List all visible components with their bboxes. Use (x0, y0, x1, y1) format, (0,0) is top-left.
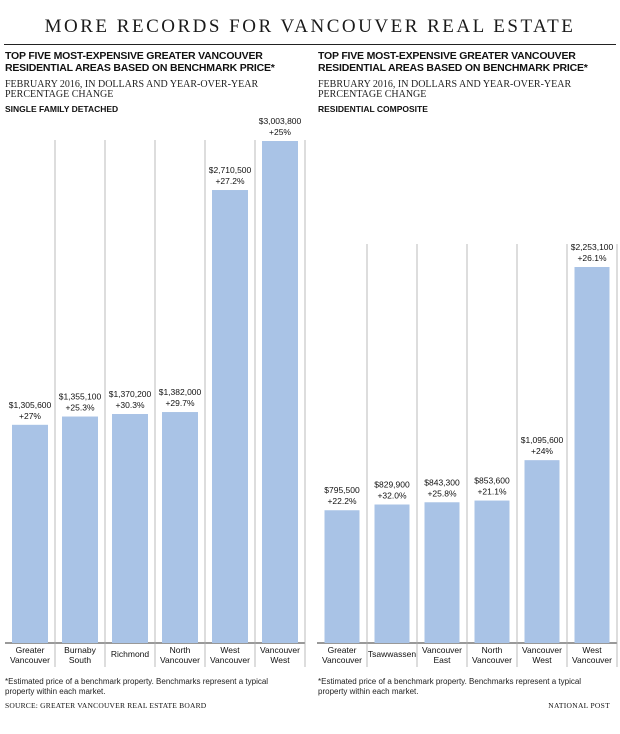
right-category-label: Vancouver (522, 645, 562, 655)
left-category-label: North (170, 645, 191, 655)
right-value-label: $2,253,100 (571, 242, 614, 252)
right-change-label: +25.8% (427, 488, 457, 498)
left-category-label: Vancouver (160, 655, 200, 665)
left-bar (112, 414, 148, 643)
right-bar (374, 504, 410, 643)
right-bar (474, 500, 510, 643)
left-category-label: Richmond (111, 649, 150, 659)
right-series-label: RESIDENTIAL COMPOSITE (318, 104, 428, 114)
right-category-label: Greater (328, 645, 357, 655)
right-value-label: $795,500 (324, 485, 360, 495)
left-category-label: Burnaby (64, 645, 96, 655)
left-value-label: $1,355,100 (59, 392, 102, 402)
left-change-label: +29.7% (165, 398, 195, 408)
right-value-label: $829,900 (374, 480, 410, 490)
top-rule (4, 44, 616, 45)
left-change-label: +27% (19, 411, 41, 421)
right-bar (574, 267, 610, 643)
right-change-label: +26.1% (577, 253, 607, 263)
left-change-label: +27.2% (215, 176, 245, 186)
left-panel: TOP FIVE MOST-EXPENSIVE GREATER VANCOUVE… (5, 50, 305, 114)
right-change-label: +32.0% (377, 491, 407, 501)
left-bar (12, 424, 48, 643)
right-change-label: +21.1% (477, 487, 507, 497)
credit: NATIONAL POST (548, 701, 610, 710)
right-category-label: East (433, 655, 451, 665)
right-change-label: +22.2% (327, 496, 357, 506)
right-bar (524, 460, 560, 643)
right-value-label: $853,600 (474, 476, 510, 486)
left-value-label: $1,370,200 (109, 389, 152, 399)
left-category-label: West (270, 655, 290, 665)
right-value-label: $843,300 (424, 477, 460, 487)
left-value-label: $1,305,600 (9, 400, 52, 410)
right-panel-subtitle: FEBRUARY 2016, IN DOLLARS AND YEAR-OVER-… (318, 79, 572, 100)
right-change-label: +24% (531, 446, 553, 456)
left-value-label: $1,382,000 (159, 387, 202, 397)
left-bar (212, 190, 248, 643)
left-category-label: Greater (16, 645, 45, 655)
left-panel-title: TOP FIVE MOST-EXPENSIVE GREATER VANCOUVE… (5, 50, 275, 74)
left-bar (162, 412, 198, 643)
left-category-label: Vancouver (210, 655, 250, 665)
left-category-label: West (220, 645, 240, 655)
main-title: MORE RECORDS FOR VANCOUVER REAL ESTATE (44, 16, 576, 37)
left-value-label: $2,710,500 (209, 165, 252, 175)
left-footnote: *Estimated price of a benchmark property… (5, 677, 269, 696)
left-category-label: South (69, 655, 91, 665)
right-category-label: Tsawwassen (368, 649, 416, 659)
right-category-label: North (482, 645, 503, 655)
right-category-label: West (532, 655, 552, 665)
right-bar (424, 502, 460, 643)
right-bar (324, 510, 360, 643)
right-category-label: Vancouver (422, 645, 462, 655)
left-bar (262, 141, 298, 643)
left-panel-subtitle: FEBRUARY 2016, IN DOLLARS AND YEAR-OVER-… (5, 79, 259, 100)
right-panel: TOP FIVE MOST-EXPENSIVE GREATER VANCOUVE… (318, 50, 616, 114)
source-note: SOURCE: GREATER VANCOUVER REAL ESTATE BO… (5, 701, 207, 710)
right-category-label: Vancouver (322, 655, 362, 665)
right-category-label: Vancouver (572, 655, 612, 665)
left-change-label: +25.3% (65, 403, 95, 413)
right-value-label: $1,095,600 (521, 435, 564, 445)
right-category-label: West (582, 645, 602, 655)
left-change-label: +30.3% (115, 400, 145, 410)
left-category-label: Vancouver (260, 645, 300, 655)
left-series-label: SINGLE FAMILY DETACHED (5, 104, 119, 114)
right-footnote: *Estimated price of a benchmark property… (318, 677, 582, 696)
left-value-label: $3,003,800 (259, 116, 302, 126)
right-category-label: Vancouver (472, 655, 512, 665)
left-bar (62, 416, 98, 643)
left-category-label: Vancouver (10, 655, 50, 665)
left-change-label: +25% (269, 127, 291, 137)
right-panel-title: TOP FIVE MOST-EXPENSIVE GREATER VANCOUVE… (318, 50, 588, 74)
